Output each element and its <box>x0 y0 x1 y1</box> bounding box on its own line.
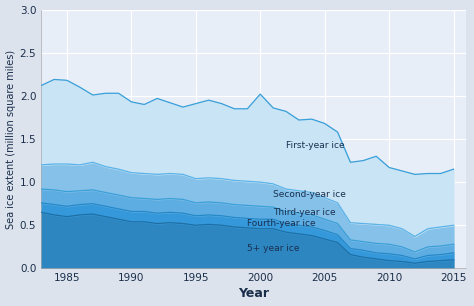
Y-axis label: Sea ice extent (million square miles): Sea ice extent (million square miles) <box>6 50 16 229</box>
Text: First-year ice: First-year ice <box>286 141 345 150</box>
Text: 5+ year ice: 5+ year ice <box>247 244 300 253</box>
Text: Fourth-year ice: Fourth-year ice <box>247 218 316 228</box>
X-axis label: Year: Year <box>238 287 269 300</box>
Text: Second-year ice: Second-year ice <box>273 190 346 199</box>
Text: Third-year ice: Third-year ice <box>273 208 336 217</box>
